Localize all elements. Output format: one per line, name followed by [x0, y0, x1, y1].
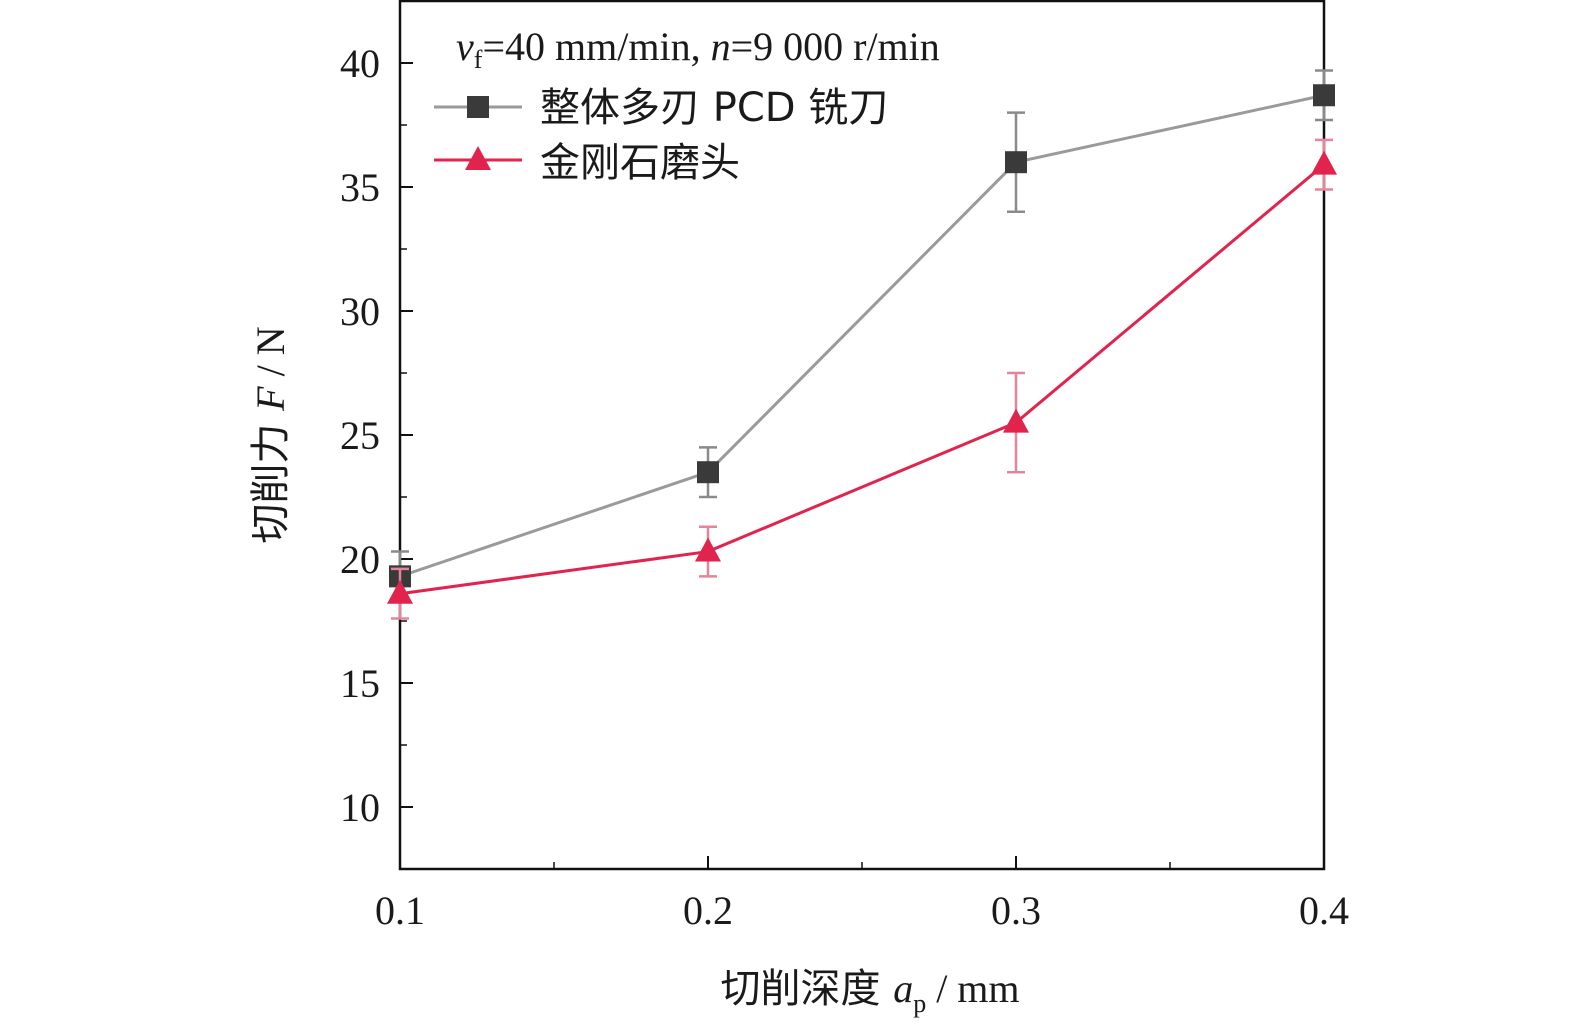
data-point-triangle	[695, 537, 721, 562]
condition-annotation: vf=40 mm/min, n=9 000 r/min	[456, 24, 940, 74]
y-axis-ticks: 10 15 20 25 30 35 40	[340, 41, 413, 870]
x-tick-label-0.3: 0.3	[991, 888, 1041, 933]
series-1	[387, 138, 1337, 620]
data-point-triangle	[387, 579, 413, 604]
x-axis-ticks: 0.1 0.2 0.3 0.4	[375, 856, 1349, 933]
data-point-square	[1005, 151, 1027, 174]
legend-marker-square	[467, 96, 489, 118]
x-tick-label-0.2: 0.2	[683, 888, 733, 933]
data-point-triangle	[1003, 408, 1029, 433]
legend-label-diamond: 金刚石磨头	[540, 140, 740, 186]
plot-frame	[398, 0, 1326, 871]
data-point-triangle	[1311, 150, 1337, 175]
legend-label-pcd: 整体多刃 PCD 铣刀	[540, 85, 888, 131]
y-tick-label-35: 35	[340, 165, 380, 210]
series-layer	[387, 69, 1337, 620]
legend: 整体多刃 PCD 铣刀 金刚石磨头	[434, 85, 888, 186]
legend-item-diamond: 金刚石磨头	[434, 140, 740, 186]
x-axis-label: 切削深度 ap / mm	[720, 966, 1019, 1018]
series-line-0	[399, 93, 1325, 578]
y-tick-label-10: 10	[340, 785, 380, 830]
legend-marker-triangle	[465, 146, 491, 170]
y-tick-label-30: 30	[340, 289, 380, 334]
y-tick-label-15: 15	[340, 661, 380, 706]
data-point-square	[1313, 84, 1335, 107]
series-0	[389, 69, 1335, 603]
y-tick-label-25: 25	[340, 413, 380, 458]
y-axis-label: 切削力 F / N	[248, 326, 294, 543]
y-tick-label-20: 20	[340, 537, 380, 582]
legend-item-pcd: 整体多刃 PCD 铣刀	[434, 85, 888, 131]
y-tick-label-40: 40	[340, 41, 380, 86]
data-point-square	[697, 461, 719, 484]
series-line-1	[399, 163, 1325, 596]
x-tick-label-0.1: 0.1	[375, 888, 425, 933]
x-tick-label-0.4: 0.4	[1299, 888, 1349, 933]
